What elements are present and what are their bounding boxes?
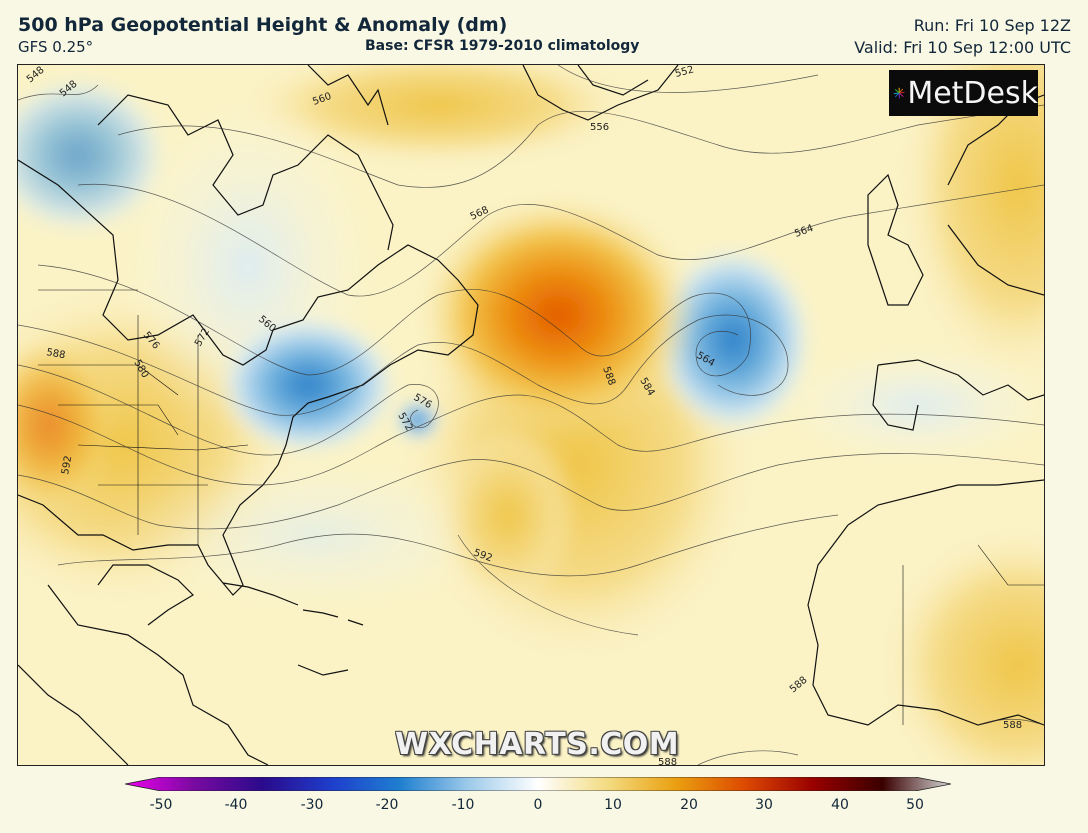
wxcharts-watermark: WXCHARTS.COM bbox=[395, 727, 680, 762]
contour-label: 556 bbox=[590, 122, 609, 133]
anomaly-colorbar bbox=[125, 777, 951, 791]
colorbar-tick: -50 bbox=[149, 797, 173, 813]
contour-label: 592 bbox=[60, 455, 74, 476]
contour-label: 588 bbox=[658, 757, 677, 765]
metdesk-logo: MetDesk bbox=[889, 70, 1038, 116]
colorbar-tick: 40 bbox=[831, 797, 849, 813]
contour-label: 588 bbox=[1003, 720, 1022, 731]
colorbar-tick: 30 bbox=[755, 797, 773, 813]
colorbar-tick: -20 bbox=[375, 797, 399, 813]
colorbar-tick: 10 bbox=[604, 797, 622, 813]
model-label: GFS 0.25° bbox=[18, 38, 94, 56]
colorbar-tick: 0 bbox=[533, 797, 543, 813]
contour-label: 588 bbox=[45, 347, 66, 361]
contour-label: 552 bbox=[674, 65, 695, 80]
metdesk-burst-icon bbox=[893, 87, 905, 99]
colorbar-tick: -30 bbox=[300, 797, 324, 813]
colorbar-tick: 50 bbox=[906, 797, 924, 813]
colorbar-tick: -10 bbox=[451, 797, 475, 813]
map-panel[interactable]: 548 548 552 556 560 568 564 560 576 572 … bbox=[17, 64, 1045, 766]
colorbar-ticks: -50 -40 -30 -20 -10 0 10 20 30 40 50 bbox=[0, 797, 1088, 817]
colorbar-tick: 20 bbox=[680, 797, 698, 813]
height-contours bbox=[18, 65, 1044, 765]
valid-time: Valid: Fri 10 Sep 12:00 UTC bbox=[854, 38, 1071, 57]
run-time: Run: Fri 10 Sep 12Z bbox=[913, 16, 1071, 35]
colorbar-tick: -40 bbox=[224, 797, 248, 813]
chart-title: 500 hPa Geopotential Height & Anomaly (d… bbox=[18, 14, 508, 36]
climatology-base: Base: CFSR 1979-2010 climatology bbox=[365, 38, 640, 54]
metdesk-logo-text: MetDesk bbox=[907, 75, 1038, 111]
anomaly-field bbox=[18, 65, 1044, 765]
anomaly-map: 548 548 552 556 560 568 564 560 576 572 … bbox=[18, 65, 1044, 765]
